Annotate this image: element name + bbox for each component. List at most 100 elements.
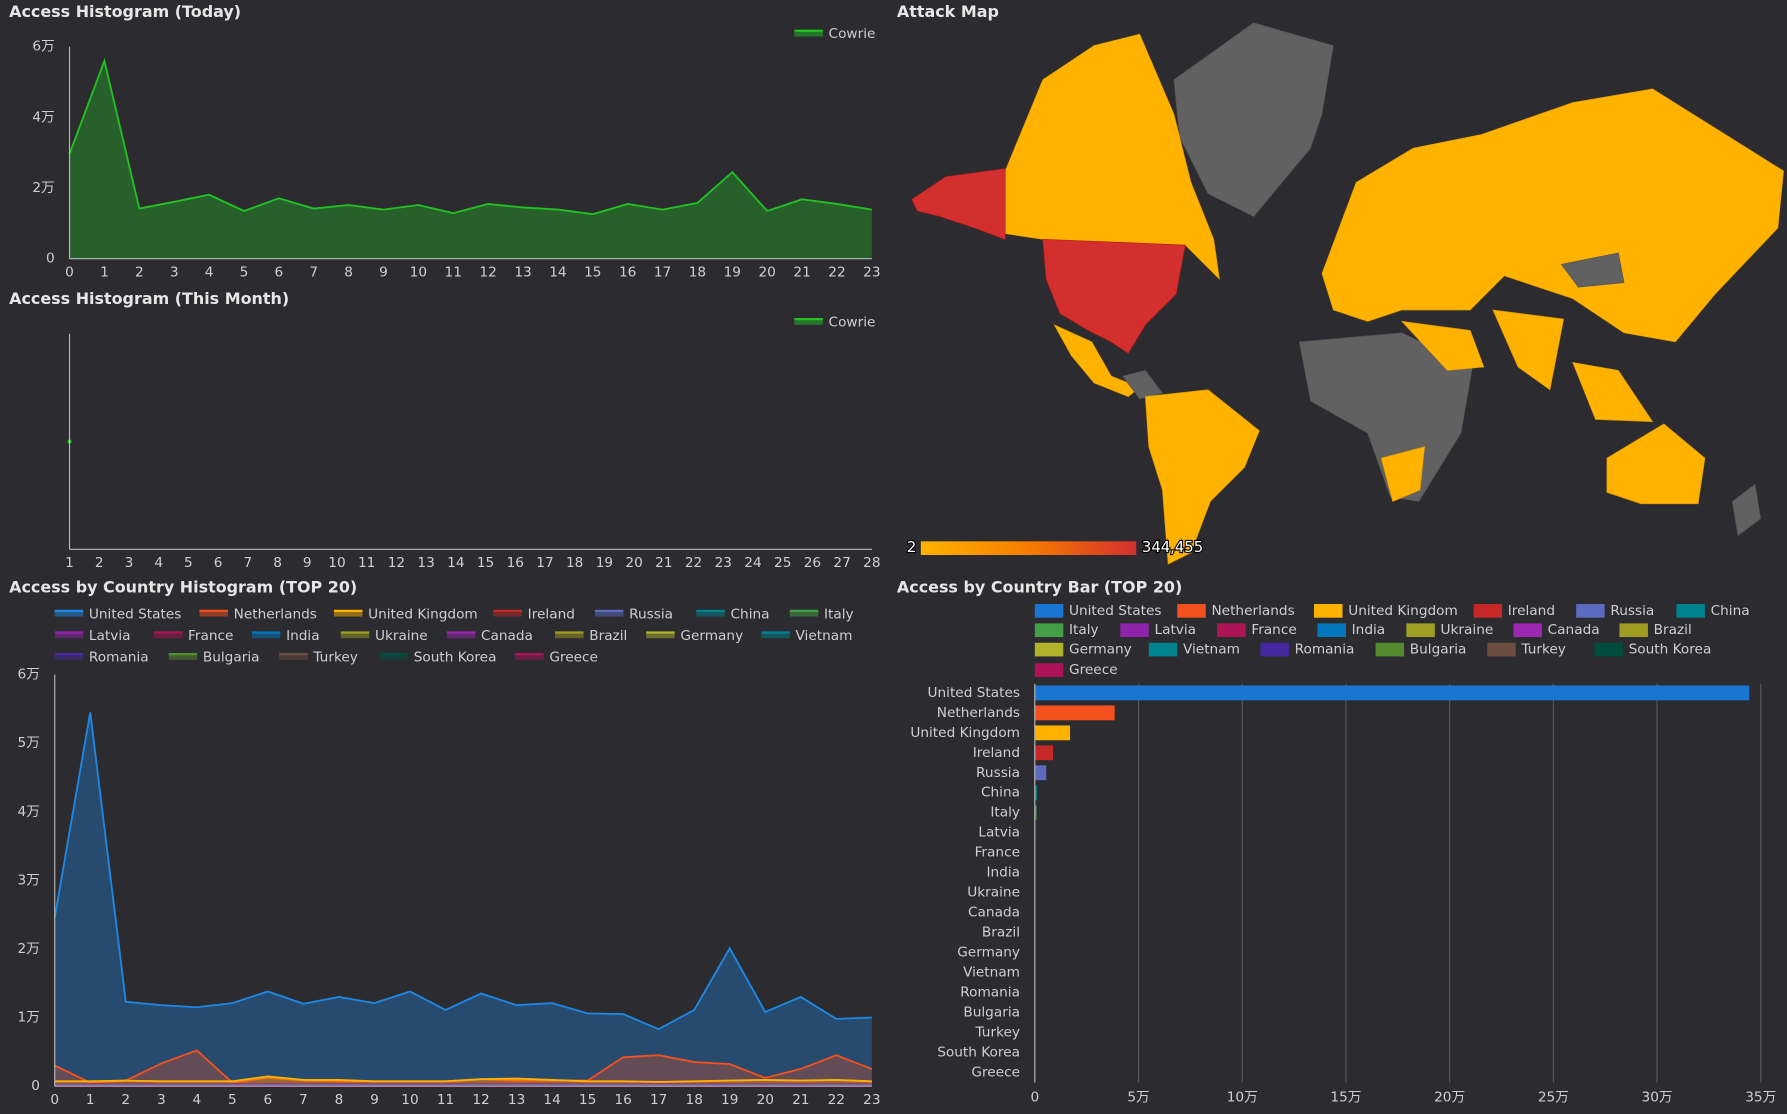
x-tick-label: 22 <box>828 264 845 280</box>
legend-label: Cowrie <box>829 26 876 42</box>
map-region <box>1492 309 1565 391</box>
x-tick-label: 4 <box>154 555 163 571</box>
y-tick-label: 1万 <box>18 1010 40 1026</box>
series-line <box>68 57 872 216</box>
colorbar <box>920 541 1137 556</box>
chart-title: Access by Country Bar (TOP 20) <box>897 578 1182 597</box>
legend-swatch <box>199 610 228 617</box>
y-tick-label: France <box>975 845 1020 861</box>
legend-swatch <box>594 610 624 617</box>
x-tick-label: 6 <box>214 555 223 571</box>
legend-label: Brazil <box>1654 622 1692 638</box>
x-tick-label: 0 <box>50 1092 59 1108</box>
map-region <box>1606 423 1706 505</box>
x-tick-label: 20 <box>759 264 776 280</box>
x-tick-label: 7 <box>299 1092 308 1108</box>
y-tick-label: Ukraine <box>967 885 1020 901</box>
legend-label: Netherlands <box>1211 603 1294 619</box>
legend-swatch <box>1034 642 1064 657</box>
y-tick-label: Italy <box>990 805 1020 821</box>
x-tick-label: 0 <box>65 264 74 280</box>
legend-label: Italy <box>1069 622 1099 638</box>
legend-label: China <box>731 606 770 622</box>
legend-swatch <box>1260 642 1289 657</box>
x-tick-label: 12 <box>388 555 405 571</box>
x-tick-label: 1 <box>86 1092 95 1108</box>
x-tick-label: 10 <box>328 555 345 571</box>
x-tick-label: 14 <box>447 555 464 571</box>
legend-label: France <box>1251 622 1296 638</box>
x-tick-label: 19 <box>596 555 613 571</box>
x-tick-label: 16 <box>507 555 524 571</box>
legend-swatch <box>794 319 823 325</box>
x-tick-label: 2 <box>95 555 104 571</box>
legend-label: Greece <box>549 650 598 666</box>
legend-swatch <box>333 610 363 617</box>
x-tick-label: 15 <box>584 264 601 280</box>
map-region <box>1121 369 1164 400</box>
legend-swatch <box>1148 642 1178 657</box>
x-tick-label: 25万 <box>1538 1089 1569 1105</box>
legend-label: Canada <box>481 628 533 644</box>
y-tick-label: Turkey <box>975 1024 1020 1040</box>
map-region <box>1731 483 1762 537</box>
y-tick-label: Canada <box>968 905 1020 921</box>
x-tick-label: 19 <box>721 1092 738 1108</box>
map-region <box>1380 446 1425 502</box>
x-tick-label: 10 <box>410 264 427 280</box>
y-tick-label: 2万 <box>18 941 40 957</box>
map-region <box>1572 361 1654 423</box>
legend-swatch <box>1317 623 1346 638</box>
x-tick-label: 14 <box>549 264 566 280</box>
x-tick-label: 16 <box>614 1092 631 1108</box>
legend-label: Russia <box>629 606 673 622</box>
x-tick-label: 15 <box>477 555 494 571</box>
legend-swatch <box>251 632 281 639</box>
map-region <box>1400 320 1485 371</box>
y-tick-label: Vietnam <box>963 964 1020 980</box>
legend-swatch <box>1217 623 1246 638</box>
legend-swatch <box>279 654 308 660</box>
legend-label: Ukraine <box>1441 622 1494 638</box>
y-tick-label: United Kingdom <box>910 725 1020 741</box>
x-tick-label: 27 <box>833 555 850 571</box>
legend-swatch <box>761 632 790 639</box>
y-tick-label: 4万 <box>32 109 54 125</box>
map-region <box>1173 22 1334 217</box>
bar <box>1034 765 1047 781</box>
x-tick-label: 6 <box>264 1092 273 1108</box>
y-tick-label: South Korea <box>937 1044 1020 1060</box>
legend-swatch <box>340 632 370 639</box>
x-tick-label: 10 <box>401 1092 418 1108</box>
legend-swatch <box>1594 642 1623 657</box>
x-tick-label: 22 <box>828 1092 845 1108</box>
legend-swatch <box>54 632 84 639</box>
x-tick-label: 10万 <box>1227 1089 1258 1105</box>
x-tick-label: 3 <box>157 1092 166 1108</box>
x-tick-label: 18 <box>689 264 706 280</box>
y-tick-label: United States <box>928 685 1020 701</box>
x-tick-label: 9 <box>303 555 312 571</box>
y-tick-label: 6万 <box>32 39 54 55</box>
legend-label: Turkey <box>312 650 357 666</box>
x-tick-label: 2 <box>121 1092 130 1108</box>
legend-label: Latvia <box>1154 622 1196 638</box>
legend-label: Romania <box>1295 642 1355 658</box>
x-tick-label: 3 <box>125 555 134 571</box>
x-tick-label: 13 <box>514 264 531 280</box>
legend-label: United States <box>1069 603 1161 619</box>
legend-swatch <box>1314 604 1343 618</box>
legend-swatch <box>1676 604 1705 618</box>
x-tick-label: 4 <box>192 1092 201 1108</box>
y-tick-label: 0 <box>31 1078 40 1094</box>
x-tick-label: 17 <box>650 1092 667 1108</box>
legend-swatch <box>646 632 675 639</box>
x-tick-label: 8 <box>273 555 282 571</box>
x-tick-label: 1 <box>65 555 74 571</box>
legend-label: Latvia <box>89 628 131 644</box>
legend-swatch <box>1619 623 1648 638</box>
x-tick-label: 18 <box>686 1092 703 1108</box>
y-tick-label: China <box>981 785 1020 801</box>
